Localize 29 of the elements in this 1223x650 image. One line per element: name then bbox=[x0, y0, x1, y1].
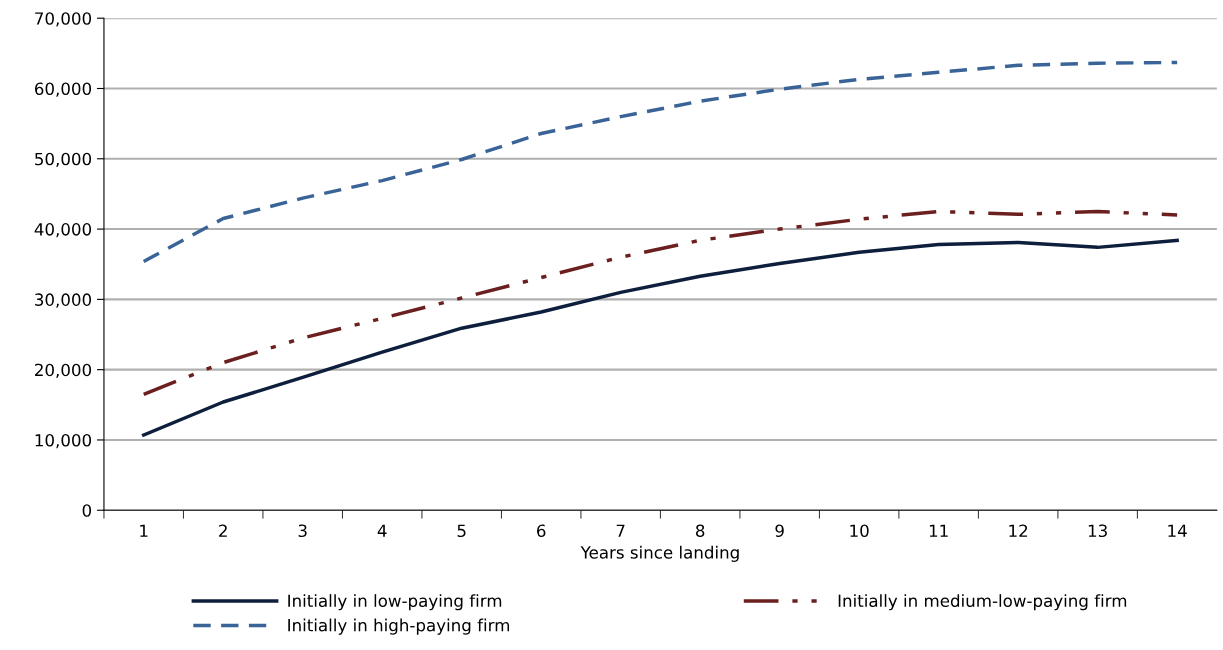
x-tick-label: 13 bbox=[1088, 524, 1107, 538]
x-tick-label: 6 bbox=[537, 524, 546, 538]
y-tick-label: 40,000 bbox=[34, 223, 92, 238]
legend-label: Initially in medium-low-paying firm bbox=[838, 594, 1127, 611]
x-tick-label: 2 bbox=[219, 524, 227, 537]
legend-label: Initially in high-paying firm bbox=[288, 618, 510, 635]
x-axis-title: Years since landing bbox=[580, 545, 739, 562]
x-tick-label: 11 bbox=[929, 524, 948, 537]
x-tick-label: 5 bbox=[457, 524, 466, 538]
x-tick-label: 14 bbox=[1168, 524, 1187, 537]
y-tick-label: 0 bbox=[82, 504, 92, 517]
x-tick-label: 12 bbox=[1009, 524, 1028, 537]
line-series bbox=[141, 60, 1179, 264]
line-series bbox=[141, 238, 1179, 437]
x-tick-label: 4 bbox=[377, 524, 387, 537]
x-tick-label: 7 bbox=[616, 524, 625, 537]
x-tick-label: 8 bbox=[696, 524, 705, 538]
y-tick-label: 50,000 bbox=[35, 152, 92, 168]
x-tick-label: 9 bbox=[775, 524, 784, 538]
y-tick-label: 60,000 bbox=[35, 82, 92, 97]
legend-label: Initially in low-paying firm bbox=[288, 594, 502, 611]
x-tick-label: 3 bbox=[298, 524, 307, 538]
x-tick-label: 10 bbox=[850, 524, 869, 538]
y-tick-label: 20,000 bbox=[35, 363, 92, 378]
y-tick-label: 70,000 bbox=[35, 12, 92, 27]
x-tick-label: 1 bbox=[140, 524, 148, 537]
y-tick-label: 10,000 bbox=[35, 433, 92, 449]
line-series bbox=[141, 209, 1179, 397]
y-tick-label: 30,000 bbox=[35, 293, 92, 308]
